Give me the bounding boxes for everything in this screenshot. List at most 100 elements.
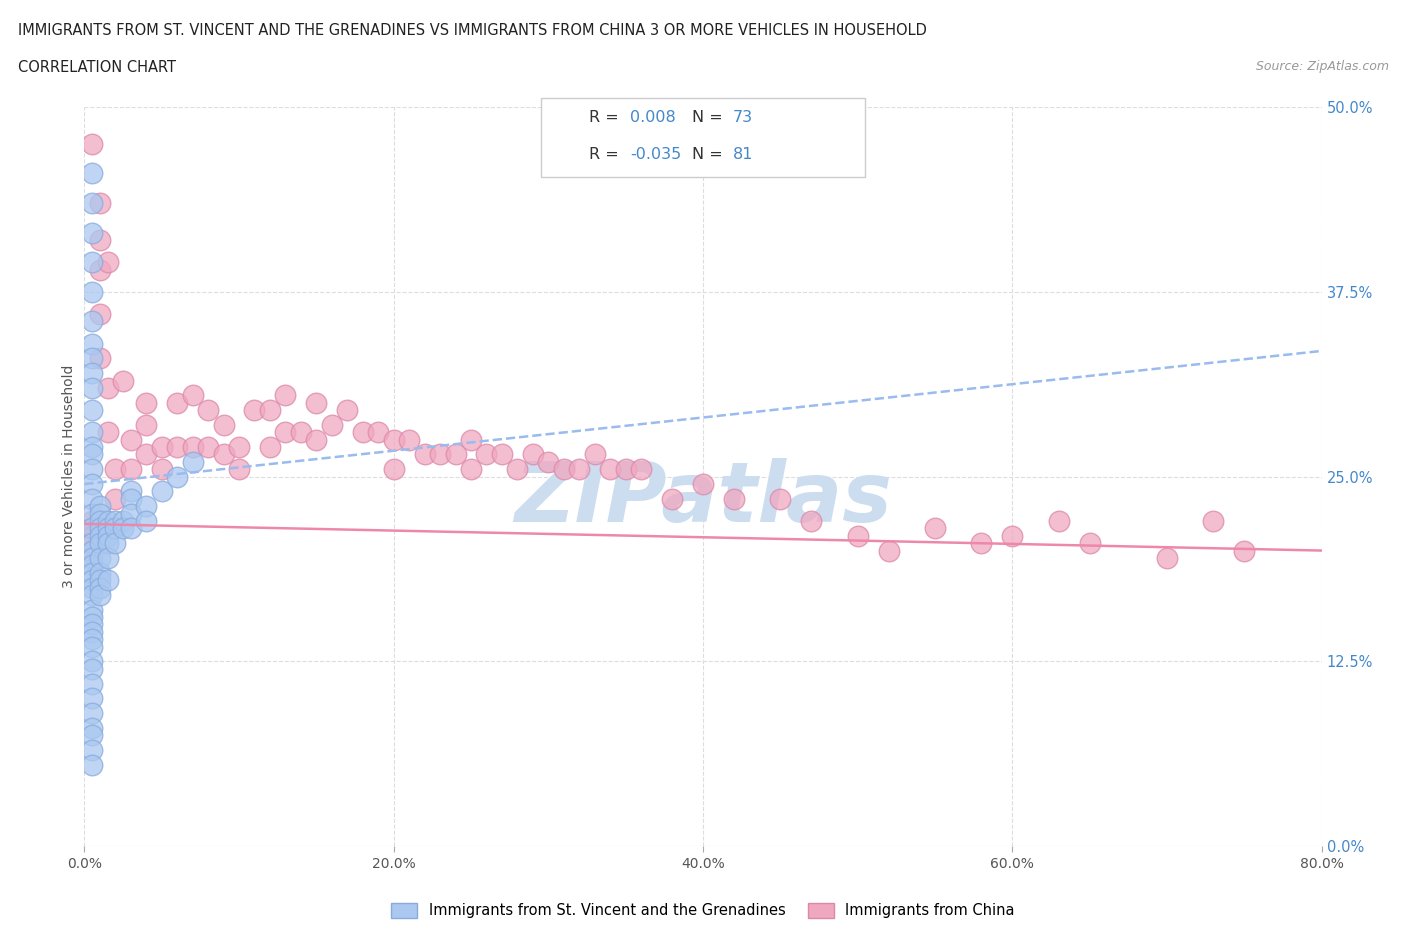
Point	[150, 484, 173, 498]
Point	[82, 580, 104, 595]
Point	[166, 440, 188, 455]
Point	[97, 528, 120, 543]
Point	[89, 588, 111, 603]
Point	[197, 440, 219, 455]
Point	[82, 462, 104, 477]
Point	[444, 447, 467, 462]
Text: 81: 81	[733, 147, 754, 162]
Point	[89, 573, 111, 588]
Point	[166, 470, 188, 485]
Point	[82, 654, 104, 669]
Point	[82, 476, 104, 491]
Point	[82, 285, 104, 299]
Point	[583, 447, 606, 462]
Point	[97, 573, 120, 588]
Point	[82, 225, 104, 240]
Point	[212, 447, 235, 462]
Point	[460, 462, 482, 477]
Point	[398, 432, 420, 447]
Point	[82, 676, 104, 691]
Point	[82, 661, 104, 676]
Point	[82, 551, 104, 565]
Point	[1078, 536, 1101, 551]
Point	[769, 491, 792, 506]
Point	[120, 521, 142, 536]
Point	[599, 462, 621, 477]
Point	[112, 521, 135, 536]
Point	[1156, 551, 1178, 565]
Point	[321, 418, 343, 432]
Point	[82, 447, 104, 462]
Point	[82, 639, 104, 654]
Text: R =: R =	[589, 147, 624, 162]
Point	[150, 440, 173, 455]
Point	[89, 528, 111, 543]
Point	[259, 440, 281, 455]
Point	[491, 447, 513, 462]
Point	[553, 462, 575, 477]
Text: IMMIGRANTS FROM ST. VINCENT AND THE GRENADINES VS IMMIGRANTS FROM CHINA 3 OR MOR: IMMIGRANTS FROM ST. VINCENT AND THE GREN…	[18, 23, 927, 38]
Point	[120, 491, 142, 506]
Point	[305, 432, 328, 447]
Point	[82, 425, 104, 440]
Point	[104, 462, 127, 477]
Point	[1233, 543, 1256, 558]
Point	[259, 403, 281, 418]
Point	[82, 624, 104, 639]
Point	[382, 462, 405, 477]
Y-axis label: 3 or more Vehicles in Household: 3 or more Vehicles in Household	[62, 365, 76, 589]
Point	[82, 565, 104, 580]
Legend: Immigrants from St. Vincent and the Grenadines, Immigrants from China: Immigrants from St. Vincent and the Gren…	[385, 897, 1021, 924]
Point	[1202, 513, 1225, 528]
Point	[1047, 513, 1070, 528]
Text: ZIPatlas: ZIPatlas	[515, 458, 891, 539]
Point	[82, 255, 104, 270]
Point	[181, 388, 204, 403]
Point	[82, 728, 104, 743]
Point	[135, 395, 157, 410]
Point	[82, 380, 104, 395]
Point	[274, 388, 297, 403]
Point	[89, 307, 111, 322]
Point	[661, 491, 683, 506]
Point	[82, 351, 104, 365]
Text: 0.008: 0.008	[630, 110, 676, 125]
Point	[460, 432, 482, 447]
Point	[336, 403, 359, 418]
Point	[723, 491, 745, 506]
Point	[89, 232, 111, 247]
Point	[120, 506, 142, 521]
Point	[82, 610, 104, 625]
Point	[82, 336, 104, 351]
Point	[82, 403, 104, 418]
Point	[97, 551, 120, 565]
Point	[89, 498, 111, 513]
Point	[135, 498, 157, 513]
Point	[97, 513, 120, 528]
Point	[82, 506, 104, 521]
Point	[82, 528, 104, 543]
Point	[537, 455, 560, 470]
Point	[150, 462, 173, 477]
Point	[97, 521, 120, 536]
Point	[82, 314, 104, 329]
Point	[120, 462, 142, 477]
Text: N =: N =	[692, 110, 728, 125]
Point	[305, 395, 328, 410]
Point	[89, 195, 111, 210]
Point	[506, 462, 529, 477]
Point	[166, 395, 188, 410]
Point	[924, 521, 946, 536]
Point	[82, 365, 104, 380]
Point	[89, 580, 111, 595]
Point	[104, 513, 127, 528]
Point	[82, 603, 104, 618]
Point	[367, 425, 389, 440]
Point	[120, 432, 142, 447]
Point	[82, 521, 104, 536]
Point	[800, 513, 823, 528]
Point	[82, 551, 104, 565]
Point	[82, 543, 104, 558]
Point	[82, 166, 104, 181]
Point	[692, 476, 714, 491]
